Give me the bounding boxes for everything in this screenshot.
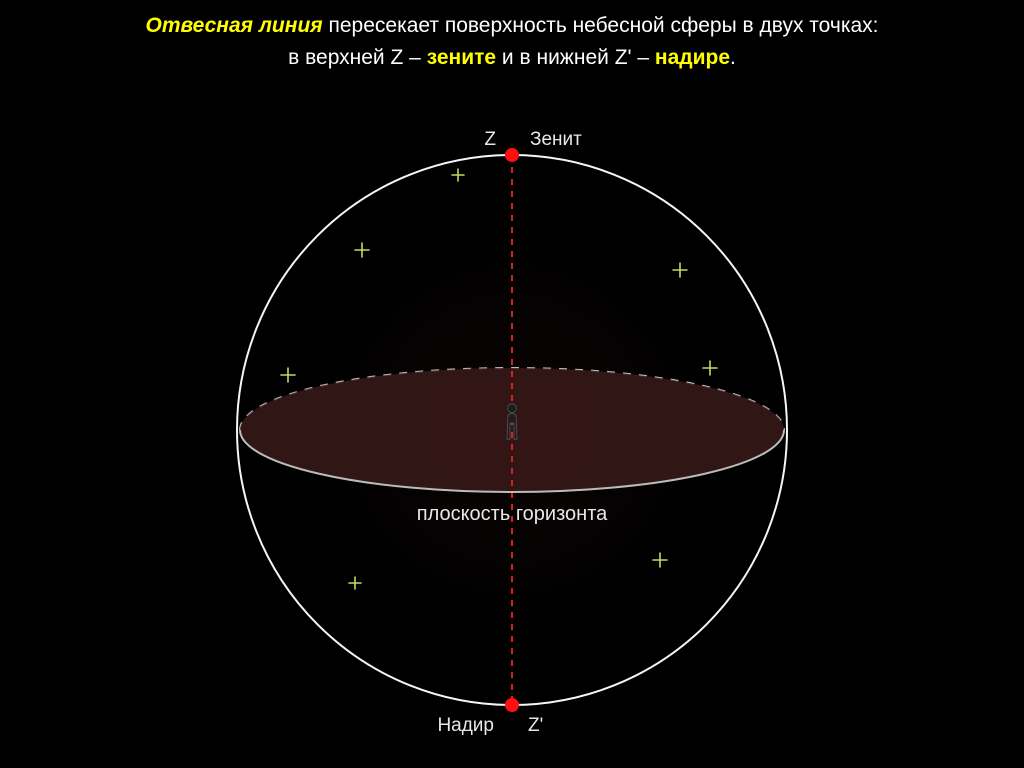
zenith-word-label: Зенит (530, 129, 582, 150)
observer-head (508, 404, 517, 413)
zenith-letter-label: Z (484, 129, 496, 150)
horizon-plane-label: плоскость горизонта (417, 503, 608, 525)
slide-container: Отвесная линия пересекает поверхность не… (0, 0, 1024, 768)
zenith-point (505, 148, 519, 162)
nadir-letter-label: Z' (528, 715, 543, 736)
celestial-sphere-diagram: Z Зенит Надир Z' плоскость горизонта (0, 0, 1024, 768)
nadir-word-label: Надир (437, 715, 494, 736)
nadir-point (505, 698, 519, 712)
